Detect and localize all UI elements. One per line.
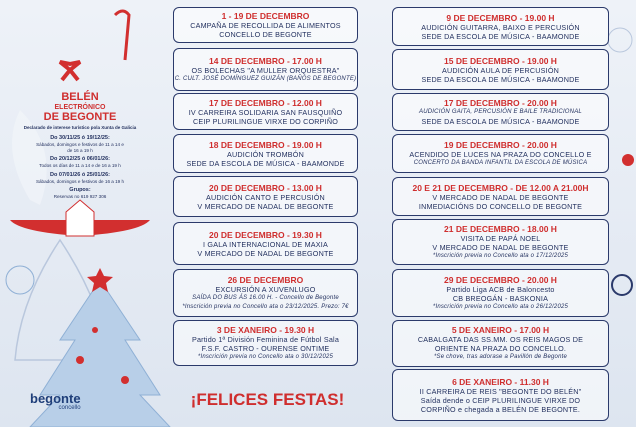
belen-title: BELÉN — [61, 91, 99, 103]
candy-cane — [113, 9, 131, 61]
event-line: F.S.F. CASTRO - OURENSE ONTIME — [201, 343, 330, 353]
event-card: 29 DE DECEMBRO - 20.00 H Partido Liga ACB… — [392, 269, 609, 317]
event-line: V MERCADO DE NADAL DE BEGONTE — [432, 192, 569, 202]
event-line: AUDICIÓN CANTO E PERCUSIÓN — [206, 192, 325, 202]
event-date: 5 DE XANEIRO - 17.00 H — [451, 325, 550, 335]
event-line: ACENDIDO DE LUCES NA PRAZA DO CONCELLO E — [409, 149, 592, 159]
event-date: 21 DE DECEMBRO - 18.00 H — [444, 223, 557, 234]
event-card: 17 DE DECEMBRO - 20.00 H AUDICIÓN GAITA, … — [392, 93, 609, 131]
event-line: V MERCADO DE NADAL DE BEGONTE — [432, 242, 569, 252]
event-line: AUDICIÓN GAITA, PERCUSIÓN E BAILE TRADIC… — [419, 109, 582, 115]
event-line: *Inscrición previa no Concello ata o 23/… — [182, 303, 349, 310]
logo-name: begonte — [30, 391, 81, 406]
event-line: II CARREIRA DE REIS "BEGONTE DO BELÉN" — [419, 386, 582, 396]
event-date: 3 DE XANEIRO - 19.30 H — [216, 324, 315, 335]
bow — [58, 60, 82, 82]
event-line: INMEDIACIÓNS DO CONCELLO DE BEGONTE — [418, 201, 583, 211]
event-card: 6 DE XANEIRO - 11.30 H II CARREIRA DE REI… — [392, 369, 609, 421]
event-line: V MERCADO DE NADAL DE BEGONTE — [197, 201, 334, 211]
event-date: 18 DE DECEMBRO - 19.00 H — [209, 139, 322, 150]
event-line: C. CULT. JOSÉ DOMÍNGUEZ GUIZÁN (BAÑOS DE… — [174, 75, 357, 82]
event-card: 18 DE DECEMBRO - 19.00 H AUDICIÓN TROMBÓN… — [173, 134, 358, 173]
event-card: 20 DE DECEMBRO - 13.00 H AUDICIÓN CANTO E… — [173, 176, 358, 217]
event-line: *Inscrición previa no Concello ata o 17/… — [432, 252, 569, 259]
event-date: 20 DE DECEMBRO - 19.30 H — [209, 229, 322, 240]
event-date: 20 E 21 DE DECEMBRO - DE 12.00 A 21.00H — [412, 182, 589, 193]
event-line: SAÍDA DO BUS ÁS 16.00 H. - Concello de B… — [192, 294, 339, 301]
belen-info: BELÉN ELECTRÓNICO DE BEGONTE Declarado de i… — [5, 92, 155, 200]
booking: Reservas no 619 927 306 — [53, 194, 107, 199]
event-line: Saída dende o CEIP PLURILINGUE VIRXE DO — [420, 395, 581, 405]
event-date: 1 - 19 DE DECEMBRO — [221, 11, 310, 21]
event-line: AUDICIÓN TROMBÓN — [227, 149, 304, 159]
tree — [29, 279, 171, 427]
event-date: 17 DE DECEMBRO - 12.00 H — [209, 97, 322, 108]
event-card: 1 - 19 DE DECEMBRO CAMPAÑA DE RECOLLIDA D… — [173, 7, 358, 43]
event-line: V MERCADO DE NADAL DE BEGONTE — [197, 248, 334, 258]
event-card: 5 DE XANEIRO - 17.00 H CABALGATA DAS SS.M… — [392, 320, 609, 367]
event-card: 15 DE DECEMBRO - 19.00 H AUDICIÓN AULA DE… — [392, 49, 609, 90]
logo-sub: concello — [58, 405, 81, 411]
event-card: 3 DE XANEIRO - 19.30 H Partido 1ª Divisió… — [173, 320, 358, 366]
event-line: EXCURSIÓN A XUVENLUGO — [215, 284, 316, 294]
event-card: 21 DE DECEMBRO - 18.00 H VISITA DE PAPÁ N… — [392, 219, 609, 265]
schedule-hours: Todos os días de 11 a 14 e de 16 a 19 h — [39, 163, 121, 168]
schedule-period: Do 20/12/25 ó 06/01/26: — [50, 156, 110, 162]
logo: begonte concello — [30, 392, 81, 411]
event-line: AUDICIÓN GUITARRA, BAIXO E PERCUSIÓN — [421, 22, 580, 32]
groups-label: Grupos: — [69, 187, 91, 193]
schedule-period: Do 07/01/26 ó 25/01/26: — [50, 171, 110, 178]
schedule-hours: Sábados, domingos e festivos de 16 a 19 … — [35, 178, 125, 184]
event-date: 15 DE DECEMBRO - 19.00 H — [444, 55, 557, 66]
event-card: 20 E 21 DE DECEMBRO - DE 12.00 A 21.00H V… — [392, 177, 609, 216]
event-card: 26 DE DECEMBRO EXCURSIÓN A XUVENLUGO SAÍDA… — [173, 269, 358, 317]
event-date: 26 DE DECEMBRO — [227, 274, 304, 285]
event-date: 17 DE DECEMBRO - 20.00 H — [444, 98, 557, 108]
event-date: 19 DE DECEMBRO - 20.00 H — [444, 139, 557, 150]
belen-subtitle: Declarado de interese turístico pola Xun… — [23, 125, 137, 130]
event-line: IV CARREIRA SOLIDARIA SAN FAUSQUIÑO — [188, 107, 343, 117]
event-line: CORPIÑO e chegada a BELÉN DE BEGONTE. — [420, 404, 581, 414]
event-line: CB BREOGÁN - BASKONIA — [452, 293, 549, 303]
event-line: SEDE DA ESCOLA DE MÚSICA - BAAMONDE — [186, 158, 345, 168]
event-line: SEDE DA ESCOLA DE MÚSICA - BAAMONDE — [421, 31, 580, 41]
event-line: AUDICIÓN AULA DE PERCUSIÓN — [441, 65, 560, 75]
schedule-hours: Sábados, domingos e festivos de 11 a 14 … — [36, 142, 124, 153]
event-line: ORIENTE NA PRAZA DO CONCELLO. — [434, 344, 567, 353]
event-date: 20 DE DECEMBRO - 13.00 H — [209, 182, 322, 193]
event-card: 19 DE DECEMBRO - 20.00 H ACENDIDO DE LUCE… — [392, 134, 609, 173]
event-line: *Inscrición previa no Concello ata o 26/… — [432, 303, 569, 310]
event-line: CAMPAÑA DE RECOLLIDA DE ALIMENTOS — [190, 21, 341, 30]
event-line: CABALGATA DAS SS.MM. OS REIS MAGOS DE — [417, 335, 584, 344]
star — [87, 268, 113, 292]
event-line: SEDE DA ESCOLA DE MÚSICA - BAAMONDE — [421, 117, 580, 126]
event-date: 29 DE DECEMBRO - 20.00 H — [444, 274, 557, 285]
event-card: 9 DE DECEMBRO - 19.00 H AUDICIÓN GUITARRA… — [392, 7, 609, 46]
event-line: CEIP PLURILINGUE VIRXE DO CORPIÑO — [192, 116, 339, 126]
event-line: Partido Liga ACB de Baloncesto — [446, 284, 555, 294]
event-card: 17 DE DECEMBRO - 12.00 H IV CARREIRA SOLI… — [173, 93, 358, 130]
event-date: 6 DE XANEIRO - 11.30 H — [452, 376, 549, 387]
event-card: 14 DE DECEMBRO - 17.00 H OS BOLECHAS "A M… — [173, 48, 358, 91]
belen-title: DE BEGONTE — [43, 111, 117, 123]
event-line: VISITA DE PAPÁ NOEL — [460, 233, 541, 243]
event-line: *Se chove, tras adorase a Pavillón de Be… — [433, 354, 568, 360]
event-line: SEDE DA ESCOLA DE MÚSICA - BAAMONDE — [421, 74, 580, 84]
belen-title: ELECTRÓNICO — [54, 104, 106, 111]
event-line: CONCELLO DE BEGONTE — [219, 30, 312, 39]
event-date: 9 DE DECEMBRO - 19.00 H — [446, 12, 555, 23]
event-date: 14 DE DECEMBRO - 17.00 H — [209, 55, 322, 66]
event-line: Partido 1ª División Feminina de Fútbol S… — [191, 334, 340, 344]
schedule-period: Do 30/11/25 ó 19/12/25: — [50, 135, 110, 141]
event-line: I GALA INTERNACIONAL DE MAXIA — [203, 239, 328, 249]
event-line: CONCERTO DA BANDA INFANTIL DA ESCOLA DE … — [413, 159, 588, 166]
event-line: *Inscrición previa no Concello ata o 30/… — [197, 353, 334, 360]
greeting: ¡FELICES FESTAS! — [190, 390, 345, 409]
event-line: OS BOLECHAS "A MULLER ORQUESTRA" — [191, 65, 340, 75]
